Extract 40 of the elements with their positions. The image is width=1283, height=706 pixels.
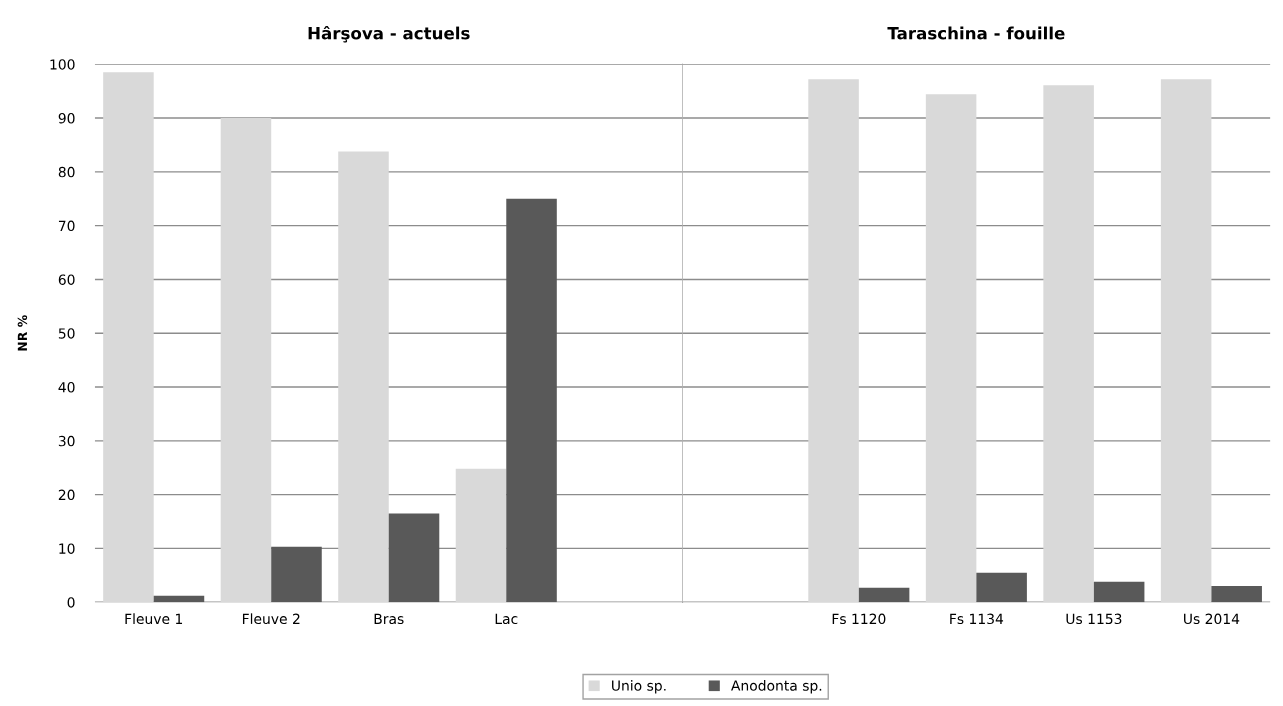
y-tick-label: 60 <box>58 274 75 285</box>
bar <box>455 468 507 603</box>
bar <box>220 118 272 603</box>
bar <box>1211 586 1262 603</box>
bar <box>103 72 154 603</box>
bar <box>1093 581 1145 603</box>
chart-title: Hârşova - actuels <box>308 25 470 43</box>
y-tick-label: 70 <box>58 220 75 232</box>
legend-label: Anodonta sp. <box>731 680 822 694</box>
bar <box>153 595 205 603</box>
bar <box>1043 85 1094 603</box>
y-axis-title: NR % <box>17 315 28 351</box>
y-tick-label: 90 <box>58 113 75 124</box>
x-tick-label: Fleuve 2 <box>242 613 300 625</box>
y-tick-label: 40 <box>58 382 75 393</box>
bar <box>271 546 322 603</box>
x-tick-label: Fs 1134 <box>950 613 1004 625</box>
y-tick-label: 100 <box>50 59 75 70</box>
x-tick-label: Fs 1120 <box>832 613 886 625</box>
bar <box>976 572 1027 603</box>
legend-label: Unio sp. <box>612 680 666 694</box>
bar <box>858 587 910 603</box>
chart-title: Taraschina - fouille <box>887 26 1065 40</box>
x-tick-label: Fleuve 1 <box>125 613 183 625</box>
x-tick-label: Bras <box>374 613 404 625</box>
y-tick-label: 20 <box>58 489 75 501</box>
x-tick-label: Lac <box>495 613 518 625</box>
y-tick-label: 30 <box>58 435 75 447</box>
bar <box>506 198 557 603</box>
y-tick-label: 80 <box>58 166 75 178</box>
x-tick-label: Us 1153 <box>1066 613 1122 625</box>
y-tick-label: 10 <box>59 543 75 554</box>
bar <box>925 94 977 603</box>
y-tick-label: 50 <box>58 328 75 339</box>
bar <box>1160 79 1212 603</box>
bar <box>808 79 859 603</box>
y-tick-label: 0 <box>67 597 75 608</box>
x-tick-label: Us 2014 <box>1184 613 1240 625</box>
bar <box>388 513 440 603</box>
bar <box>338 151 389 603</box>
